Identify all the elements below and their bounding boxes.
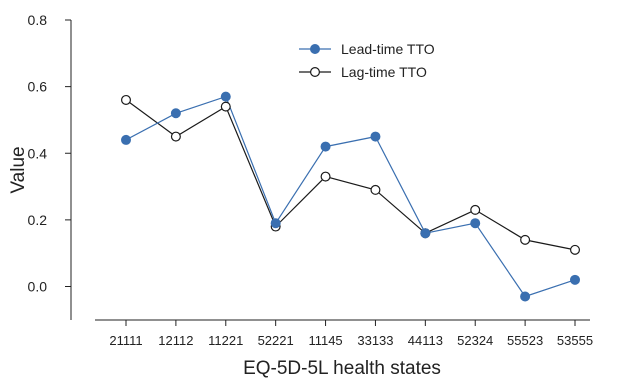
y-axis-title: Value (8, 146, 29, 193)
x-tick-label: 55523 (507, 333, 543, 348)
lead-time-tto-point (220, 91, 231, 102)
x-tick-label: 21111 (109, 333, 142, 348)
y-ticks: 0.0 0.2 0.4 0.6 0.8 (28, 12, 71, 295)
lead-time-tto-point (121, 134, 132, 145)
x-tick-label: 11145 (308, 333, 342, 348)
x-tick-label: 53555 (557, 333, 593, 348)
lead-time-tto-point (520, 291, 531, 302)
lead-time-tto-line (125, 95, 576, 298)
lag-time-tto-point (120, 94, 131, 105)
lag-time-tto-line (125, 99, 576, 251)
x-tick-label: 52221 (258, 333, 294, 348)
x-tick-label: 12112 (158, 333, 193, 348)
series-lines (125, 95, 576, 298)
lead-time-tto-point (570, 274, 581, 285)
lead-time-tto-point (170, 108, 181, 119)
lead-time-tto-point (470, 218, 481, 229)
lead-time-tto-point (420, 228, 431, 239)
legend-lag-time-tto-label: Lag-time TTO (341, 64, 427, 80)
lag-time-tto-point (320, 171, 331, 182)
lead-time-tto-point (370, 131, 381, 142)
lead-time-tto-point (320, 141, 331, 152)
axes (70, 20, 590, 321)
legend-lag-time-tto-marker (310, 66, 321, 77)
y-tick-label: 0.6 (28, 79, 48, 95)
lag-time-tto-point (569, 244, 580, 255)
lag-time-tto-point (370, 184, 381, 195)
y-tick-label: 0.8 (28, 12, 48, 28)
y-tick-label: 0.4 (28, 145, 48, 161)
legend-lead-time-tto-marker (309, 44, 320, 55)
legend-lead-time-tto-label: Lead-time TTO (341, 41, 435, 57)
y-tick-label: 0.0 (28, 279, 48, 295)
lag-time-tto-point (170, 131, 181, 142)
lag-time-tto-point (470, 204, 481, 215)
x-tick-label: 52324 (457, 333, 493, 348)
x-tick-label: 11221 (208, 333, 243, 348)
lag-time-tto-point (520, 234, 531, 245)
series-points (120, 91, 581, 302)
legend: Lead-time TTO Lag-time TTO (299, 41, 435, 80)
lag-time-tto-point (220, 101, 231, 112)
x-tick-label: 33133 (357, 333, 393, 348)
lead-time-tto-point (270, 218, 281, 229)
x-axis-title: EQ-5D-5L health states (243, 358, 441, 379)
x-ticks: 21111 12112 11221 52221 11145 33133 44113 52324… (109, 320, 593, 348)
x-tick-label: 44113 (408, 333, 443, 348)
y-tick-label: 0.2 (28, 212, 48, 228)
